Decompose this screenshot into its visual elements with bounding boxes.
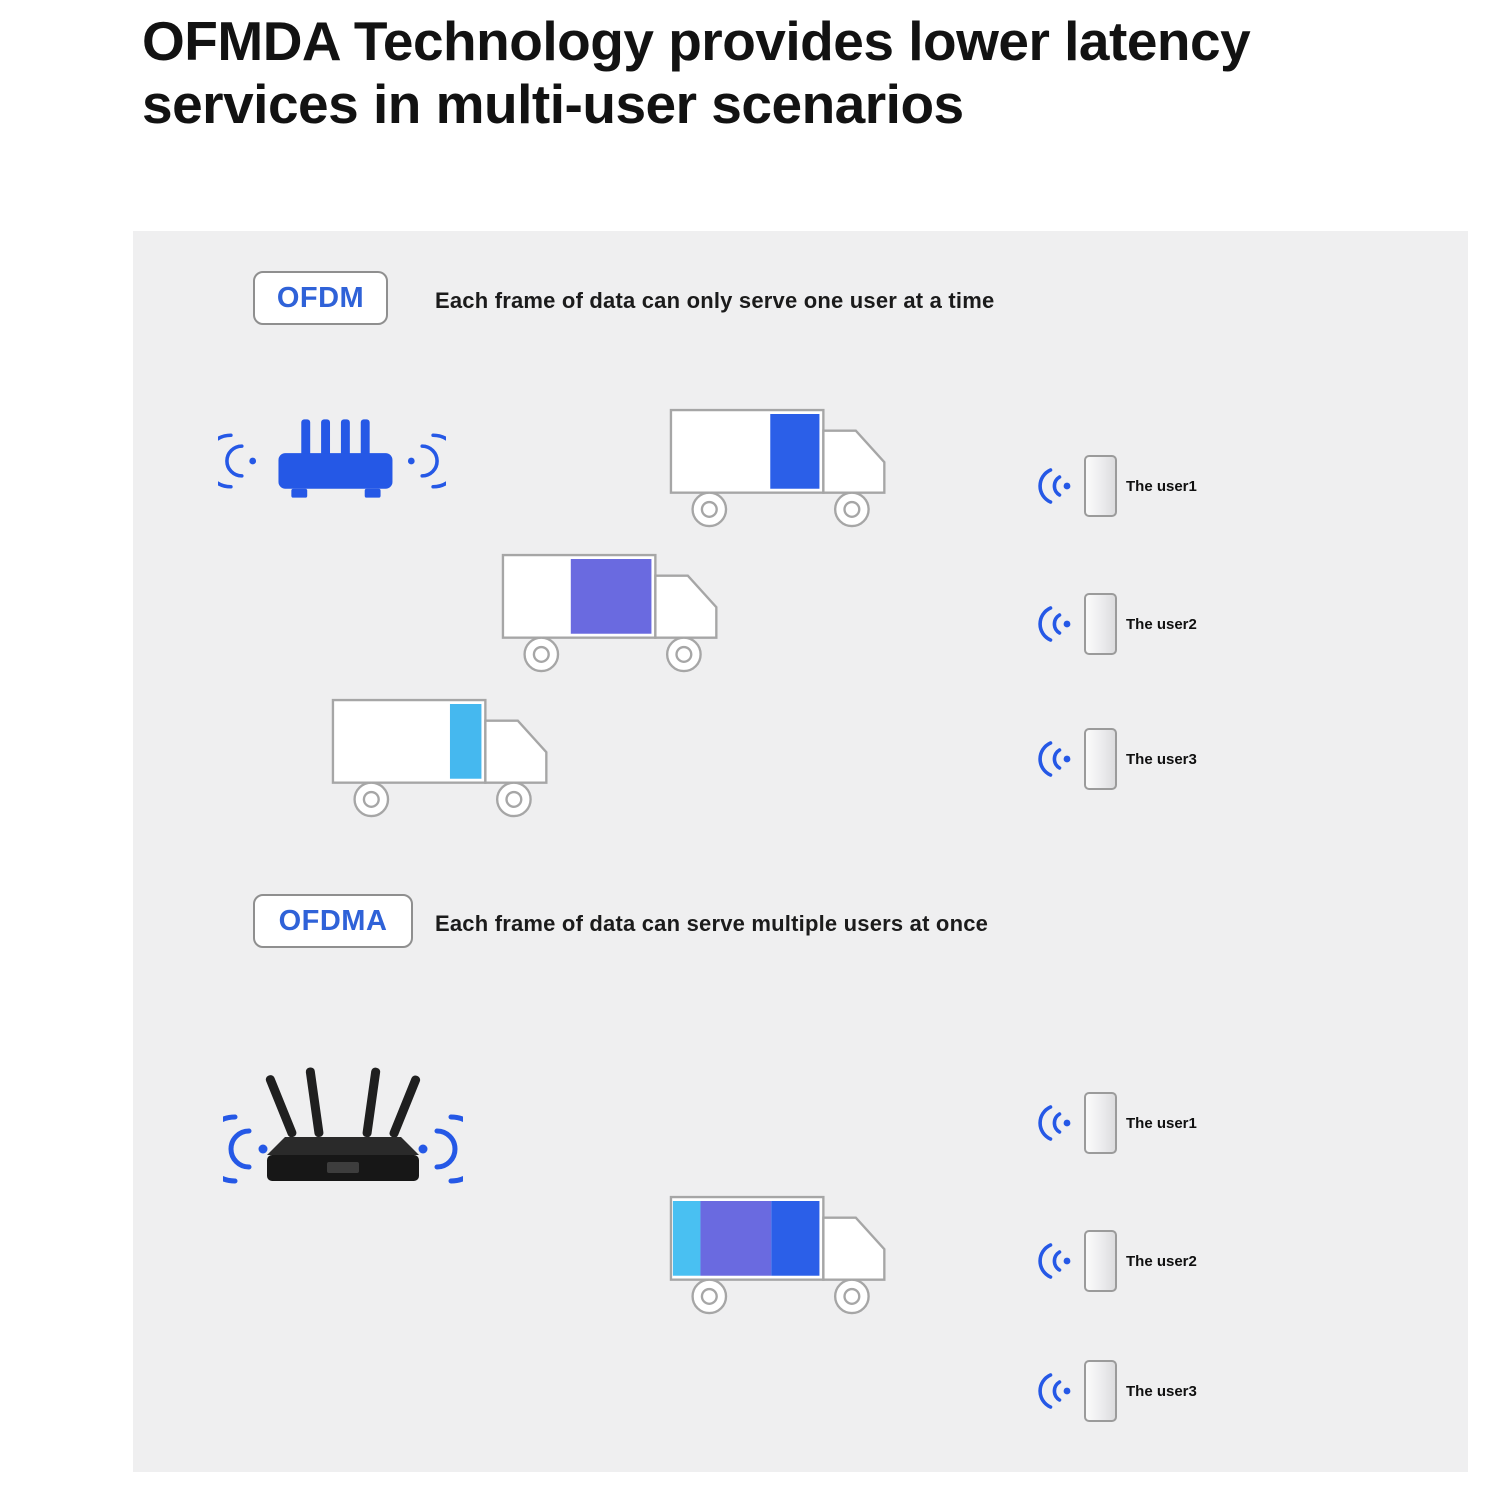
router-body bbox=[278, 419, 393, 498]
wifi-dot-icon bbox=[258, 1144, 268, 1154]
truck-ofdma bbox=[669, 1195, 886, 1315]
page-title: OFMDA Technology provides lower latency … bbox=[142, 10, 1251, 135]
wifi-signal-icon bbox=[1038, 1373, 1071, 1409]
phone-icon bbox=[1084, 1360, 1117, 1422]
wifi-signal-icon bbox=[1038, 1243, 1071, 1279]
phone-icon bbox=[1084, 728, 1117, 790]
user-row-ofdm-3: The user3 bbox=[1038, 728, 1197, 790]
router-icon bbox=[218, 419, 446, 498]
ofdma-caption: Each frame of data can serve multiple us… bbox=[435, 911, 989, 936]
phone-icon bbox=[1084, 455, 1117, 517]
wifi-wave-icon bbox=[434, 1128, 458, 1170]
user-label: The user2 bbox=[1126, 1252, 1197, 1270]
wifi-wave-icon bbox=[420, 444, 439, 478]
user-label: The user2 bbox=[1126, 615, 1197, 633]
wifi-dot-icon bbox=[249, 457, 257, 465]
user-row-ofdma-2: The user2 bbox=[1038, 1230, 1197, 1292]
router-antennas bbox=[265, 1067, 421, 1138]
ofdm-badge: OFDM bbox=[253, 271, 388, 325]
wifi-signal-icon bbox=[1038, 468, 1071, 504]
wifi-wave-icon bbox=[225, 444, 244, 478]
phone-icon bbox=[1084, 593, 1117, 655]
data-frame-block-user3 bbox=[672, 1201, 701, 1276]
ofdm-caption: Each frame of data can only serve one us… bbox=[435, 288, 995, 313]
user-row-ofdm-1: The user1 bbox=[1038, 455, 1197, 517]
page-title-line1: OFMDA Technology provides lower latency bbox=[142, 10, 1251, 72]
wifi-dot-icon bbox=[418, 1144, 428, 1154]
data-frame-block-user1 bbox=[771, 1201, 820, 1276]
page-title-line2: services in multi-user scenarios bbox=[142, 72, 964, 135]
wifi-dot-icon bbox=[407, 457, 415, 465]
truck-ofdm-1 bbox=[669, 408, 886, 528]
data-frame-block-user1 bbox=[770, 414, 820, 489]
user-row-ofdm-2: The user2 bbox=[1038, 593, 1197, 655]
truck-ofdm-3 bbox=[331, 698, 548, 818]
ofdma-badge: OFDMA bbox=[253, 894, 413, 948]
data-frame-block-user3 bbox=[449, 704, 482, 779]
user-label: The user3 bbox=[1126, 1382, 1197, 1400]
user-row-ofdma-3: The user3 bbox=[1038, 1360, 1197, 1422]
user-label: The user1 bbox=[1126, 1114, 1197, 1132]
wifi-wave-icon bbox=[228, 1128, 252, 1170]
wifi-signal-icon bbox=[1038, 741, 1071, 777]
user-label: The user3 bbox=[1126, 750, 1197, 768]
diagram-panel: OFDM Each frame of data can only serve o… bbox=[133, 231, 1468, 1472]
router-body bbox=[267, 1137, 419, 1181]
wifi-wave-icon bbox=[431, 433, 446, 489]
wifi-wave-icon bbox=[218, 433, 233, 489]
router-black-icon bbox=[223, 1067, 463, 1184]
phone-icon bbox=[1084, 1092, 1117, 1154]
user-label: The user1 bbox=[1126, 477, 1197, 495]
data-frame-block-user2 bbox=[570, 559, 652, 634]
wifi-signal-icon bbox=[1038, 606, 1071, 642]
truck-ofdm-2 bbox=[501, 553, 718, 673]
data-frame-block-user2 bbox=[700, 1201, 772, 1276]
wifi-signal-icon bbox=[1038, 1105, 1071, 1141]
phone-icon bbox=[1084, 1230, 1117, 1292]
user-row-ofdma-1: The user1 bbox=[1038, 1092, 1197, 1154]
